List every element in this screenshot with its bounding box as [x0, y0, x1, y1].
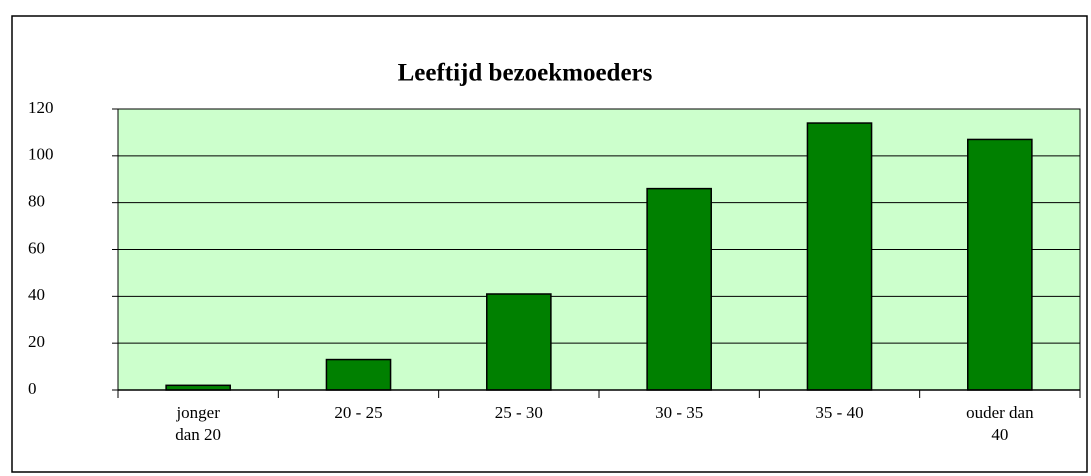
y-tick-label: 0	[28, 379, 37, 398]
bar	[486, 293, 552, 391]
bar	[806, 122, 873, 391]
y-tick-label: 120	[28, 98, 54, 117]
y-tick-label: 40	[28, 285, 45, 304]
x-tick-label: 20 - 25	[334, 403, 383, 422]
y-tick-label: 100	[28, 145, 54, 164]
x-tick-label: 30 - 35	[655, 403, 704, 422]
y-tick-label: 20	[28, 332, 45, 351]
bar	[646, 187, 712, 391]
x-tick-label: 35 - 40	[815, 403, 864, 422]
y-tick-label: 60	[28, 238, 45, 257]
x-tick-label: jonger dan 20	[175, 403, 222, 444]
bar	[325, 358, 392, 391]
x-tick-label: ouder dan 40	[966, 403, 1034, 444]
y-tick-label: 80	[28, 192, 45, 211]
chart-title: Leeftijd bezoekmoeders	[398, 60, 653, 87]
bar	[967, 138, 1033, 391]
x-tick-label: 25 - 30	[494, 403, 543, 422]
